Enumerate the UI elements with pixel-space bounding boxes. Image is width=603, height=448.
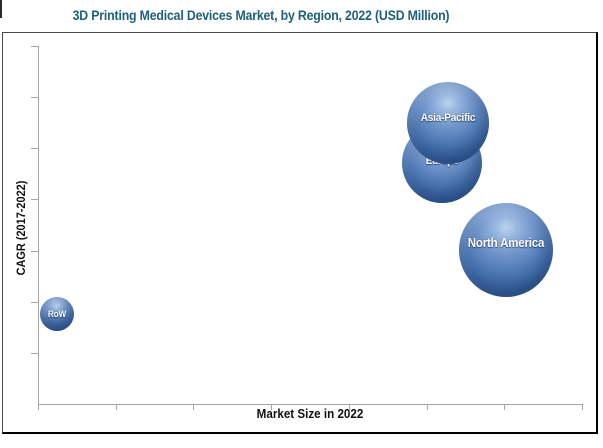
y-tick — [31, 148, 38, 150]
bubble-label: Asia-Pacific — [420, 111, 476, 124]
x-tick — [193, 404, 195, 410]
y-tick — [31, 97, 38, 99]
y-tick — [31, 301, 38, 303]
x-axis-title: Market Size in 2022 — [256, 407, 364, 421]
y-tick — [31, 250, 38, 252]
bubble-asia-pacific: Asia-Pacific — [407, 81, 490, 164]
x-tick — [115, 404, 117, 410]
y-tick — [31, 46, 38, 47]
bubble-label: North America — [467, 236, 545, 251]
x-tick — [504, 404, 506, 410]
x-axis-line — [38, 404, 582, 405]
x-tick — [271, 404, 273, 410]
bubble-label: RoW — [47, 309, 67, 320]
chart-title: 3D Printing Medical Devices Market, by R… — [72, 7, 450, 23]
left-edge-line — [0, 0, 2, 18]
y-axis-title: CAGR (2017-2022) — [16, 180, 28, 276]
x-tick — [348, 404, 350, 410]
x-tick — [582, 404, 583, 410]
y-tick — [31, 199, 38, 201]
x-tick — [426, 404, 428, 410]
bubble-row: RoW — [40, 297, 75, 332]
y-axis-line — [38, 46, 39, 404]
y-tick — [31, 352, 38, 354]
bubble-north-america: North America — [458, 203, 553, 298]
x-tick — [38, 404, 39, 410]
